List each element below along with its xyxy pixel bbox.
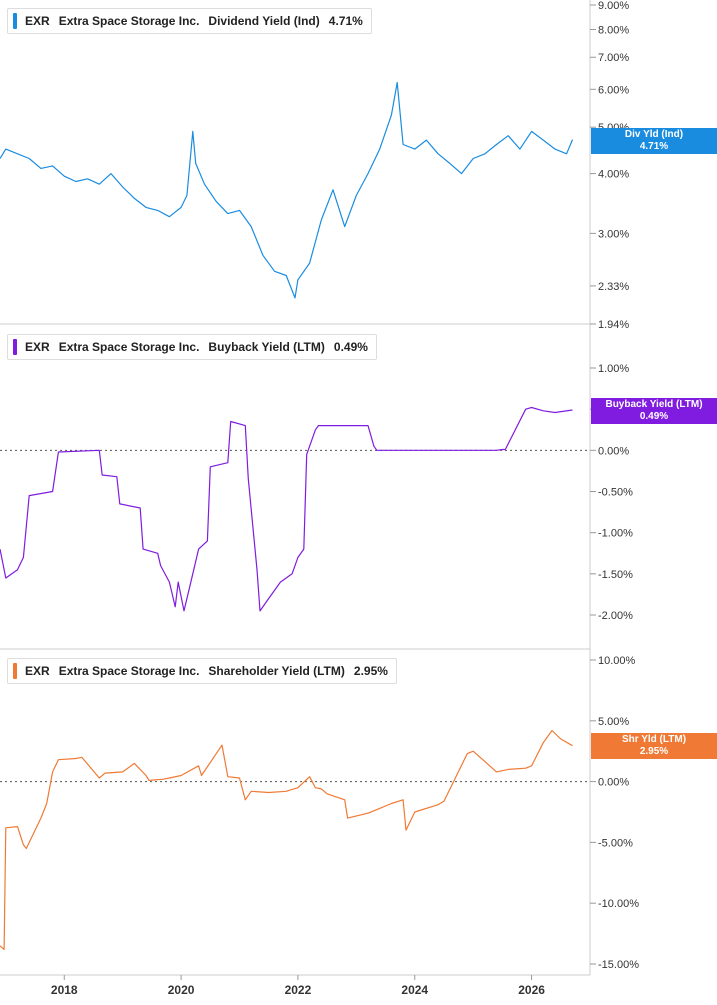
legend-value: 0.49%: [333, 340, 368, 354]
y-tick-label: 0.00%: [598, 777, 629, 789]
series-line: [0, 406, 573, 612]
x-tick-label: 2018: [51, 983, 78, 997]
legend-company: Extra Space Storage Inc.: [58, 14, 200, 28]
legend-value: 4.71%: [328, 14, 363, 28]
y-tick-label: 1.00%: [598, 363, 629, 375]
legend-ticker: EXR: [25, 14, 50, 28]
legend-company: Extra Space Storage Inc.: [58, 340, 200, 354]
y-tick-label: -2.00%: [598, 610, 633, 622]
y-tick-label: -10.00%: [598, 898, 639, 910]
legend-swatch-dividend: [13, 13, 17, 29]
series-line: [0, 729, 573, 950]
y-tick-label: 3.00%: [598, 228, 629, 240]
value-tag-value: 0.49%: [639, 411, 669, 422]
y-tick-label: 5.00%: [598, 716, 629, 728]
y-tick-label: -1.00%: [598, 528, 633, 540]
series-line: [0, 81, 574, 299]
legend-metric: Dividend Yield (Ind): [208, 14, 320, 28]
value-tag-value: 2.95%: [639, 746, 669, 757]
value-tag-label: Shr Yld (LTM): [621, 734, 687, 745]
y-tick-label: 8.00%: [598, 24, 629, 36]
legend-buyback-yield: EXR Extra Space Storage Inc. Buyback Yie…: [7, 334, 377, 360]
value-tag-label: Buyback Yield (LTM): [605, 399, 703, 410]
y-tick-label: -5.00%: [598, 837, 633, 849]
value-tag-label: Div Yld (Ind): [624, 129, 684, 140]
legend-ticker: EXR: [25, 340, 50, 354]
value-tag-value: 4.71%: [639, 141, 669, 152]
y-tick-label: 1.94%: [598, 319, 629, 331]
y-tick-label: -0.50%: [598, 487, 633, 499]
y-tick-label: 0.00%: [598, 445, 629, 457]
x-tick-label: 2024: [401, 983, 428, 997]
y-tick-label: 7.00%: [598, 52, 629, 64]
legend-metric: Buyback Yield (LTM): [208, 340, 325, 354]
x-tick-label: 2020: [168, 983, 195, 997]
legend-company: Extra Space Storage Inc.: [58, 664, 200, 678]
legend-dividend-yield: EXR Extra Space Storage Inc. Dividend Yi…: [7, 8, 372, 34]
x-tick-label: 2026: [518, 983, 545, 997]
legend-swatch-shareholder: [13, 663, 17, 679]
legend-metric: Shareholder Yield (LTM): [208, 664, 345, 678]
value-tag-buyback: Buyback Yield (LTM) 0.49%: [591, 398, 717, 424]
legend-ticker: EXR: [25, 664, 50, 678]
y-tick-label: 9.00%: [598, 0, 629, 12]
y-tick-label: 4.00%: [598, 169, 629, 181]
y-tick-label: 10.00%: [598, 655, 636, 667]
y-tick-label: -1.50%: [598, 569, 633, 581]
value-tag-dividend: Div Yld (Ind) 4.71%: [591, 128, 717, 154]
y-tick-label: 6.00%: [598, 84, 629, 96]
legend-shareholder-yield: EXR Extra Space Storage Inc. Shareholder…: [7, 658, 397, 684]
legend-value: 2.95%: [353, 664, 388, 678]
y-tick-label: -15.00%: [598, 959, 639, 971]
legend-swatch-buyback: [13, 339, 17, 355]
x-tick-label: 2022: [285, 983, 312, 997]
value-tag-shareholder: Shr Yld (LTM) 2.95%: [591, 733, 717, 759]
y-tick-label: 2.33%: [598, 281, 629, 293]
